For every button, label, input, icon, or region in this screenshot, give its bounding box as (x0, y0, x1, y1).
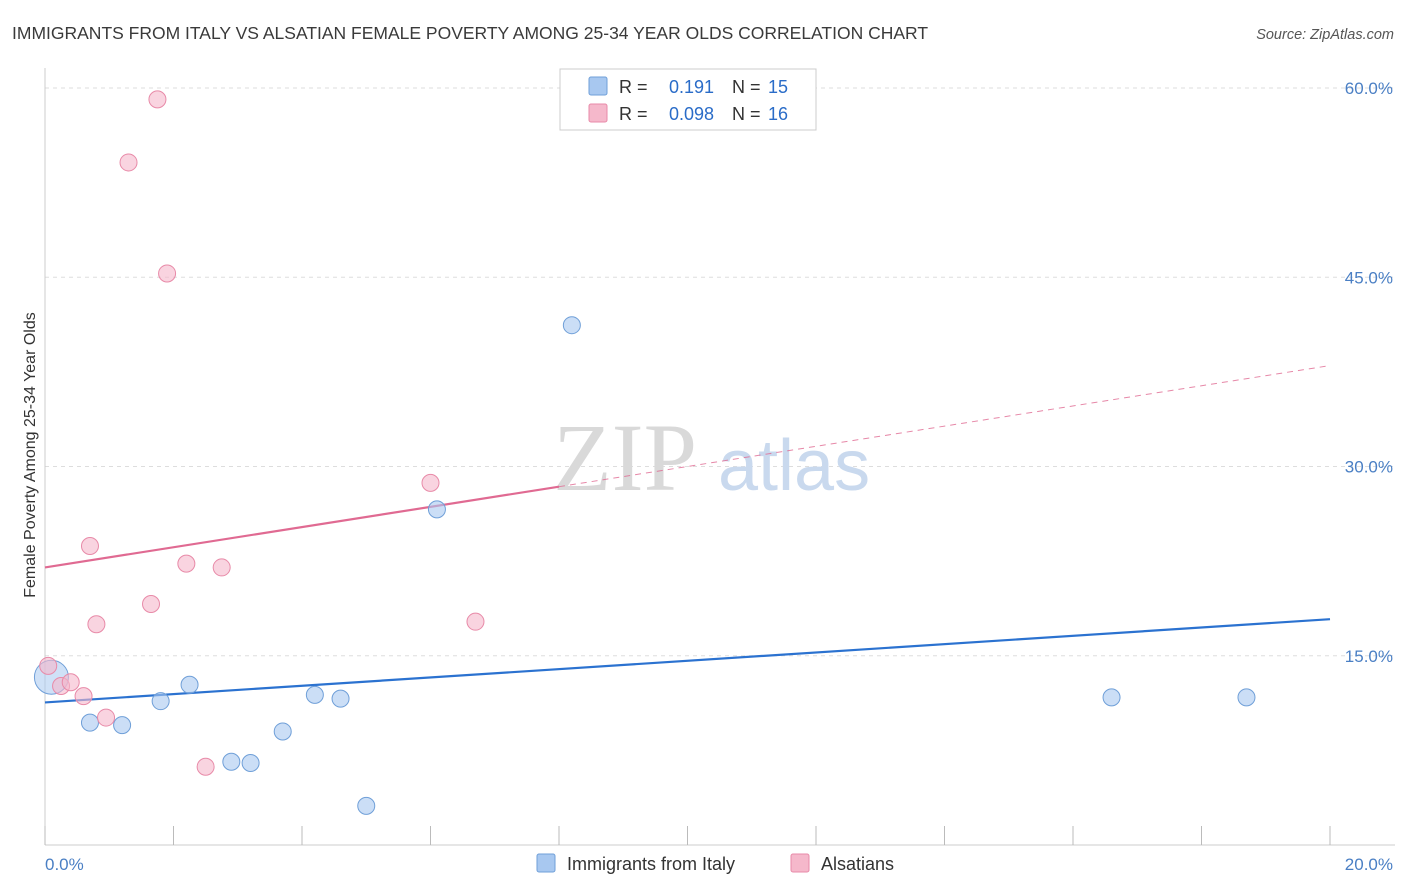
stats-r-label-alsatian: R = (619, 104, 648, 124)
point-alsatian-14 (421, 473, 440, 492)
point-italy-3 (151, 692, 170, 711)
watermark-atlas: atlas (718, 426, 870, 506)
point-alsatian-13 (212, 558, 231, 577)
point-alsatian-6 (97, 708, 116, 727)
legend-label-alsatian: Alsatians (821, 854, 894, 874)
scatter-points (33, 90, 1256, 815)
trend-line-0 (44, 618, 1331, 704)
point-alsatian-3 (74, 687, 93, 706)
series-legend: Immigrants from Italy Alsatians (536, 853, 894, 874)
point-italy-12 (562, 316, 581, 335)
watermark: ZIP atlas (553, 404, 870, 511)
point-alsatian-4 (80, 536, 99, 555)
y-tick-label-3: 60.0% (1345, 79, 1393, 98)
watermark-zip: ZIP (553, 404, 697, 511)
point-alsatian-8 (142, 595, 161, 614)
legend-swatch-alsatian (790, 853, 810, 873)
point-italy-13 (1102, 688, 1121, 707)
point-italy-10 (357, 796, 376, 815)
stats-swatch-alsatian (588, 103, 608, 123)
x-tick-label-min: 0.0% (45, 855, 84, 874)
point-alsatian-5 (87, 615, 106, 634)
point-alsatian-2 (61, 673, 80, 692)
trend-line-1-dashed (558, 365, 1331, 488)
y-tick-label-0: 15.0% (1345, 647, 1393, 666)
chart-title: IMMIGRANTS FROM ITALY VS ALSATIAN FEMALE… (12, 23, 928, 43)
point-alsatian-15 (466, 612, 485, 631)
point-italy-5 (222, 752, 241, 771)
stats-n-value-italy: 15 (768, 77, 788, 97)
stats-n-label-italy: N = (732, 77, 761, 97)
chart-source: Source: ZipAtlas.com (1256, 27, 1394, 43)
x-tick-labels: 0.0% 20.0% (45, 855, 1393, 874)
trend-line-1-solid (44, 485, 560, 569)
point-italy-9 (331, 689, 350, 708)
stats-r-value-alsatian: 0.098 (669, 104, 714, 124)
point-italy-4 (180, 675, 199, 694)
point-italy-2 (113, 716, 132, 735)
x-tick-label-max: 20.0% (1345, 855, 1393, 874)
legend-swatch-italy (536, 853, 556, 873)
stats-n-label-alsatian: N = (732, 104, 761, 124)
point-alsatian-12 (196, 757, 215, 776)
axes (44, 68, 1395, 846)
point-italy-1 (80, 713, 99, 732)
legend-label-italy: Immigrants from Italy (567, 854, 735, 874)
point-alsatian-7 (119, 153, 138, 172)
stats-legend: R = 0.191 N = 15 R = 0.098 N = 16 (559, 68, 817, 131)
trend-lines (44, 365, 1331, 704)
y-tick-label-2: 45.0% (1345, 268, 1393, 287)
point-italy-14 (1237, 688, 1256, 707)
point-alsatian-10 (158, 264, 177, 283)
y-tick-labels: 15.0% 30.0% 45.0% 60.0% (1345, 79, 1393, 666)
stats-r-value-italy: 0.191 (669, 77, 714, 97)
point-italy-7 (273, 722, 292, 741)
y-axis-label: Female Poverty Among 25-34 Year Olds (22, 312, 39, 598)
point-italy-6 (241, 753, 260, 772)
gridlines (45, 87, 1395, 657)
stats-r-label-italy: R = (619, 77, 648, 97)
y-tick-label-1: 30.0% (1345, 458, 1393, 477)
stats-n-value-alsatian: 16 (768, 104, 788, 124)
point-alsatian-0 (39, 656, 58, 675)
point-italy-8 (305, 685, 324, 704)
point-alsatian-9 (148, 90, 167, 109)
point-alsatian-11 (177, 554, 196, 573)
point-italy-11 (427, 500, 446, 519)
stats-swatch-italy (588, 76, 608, 96)
